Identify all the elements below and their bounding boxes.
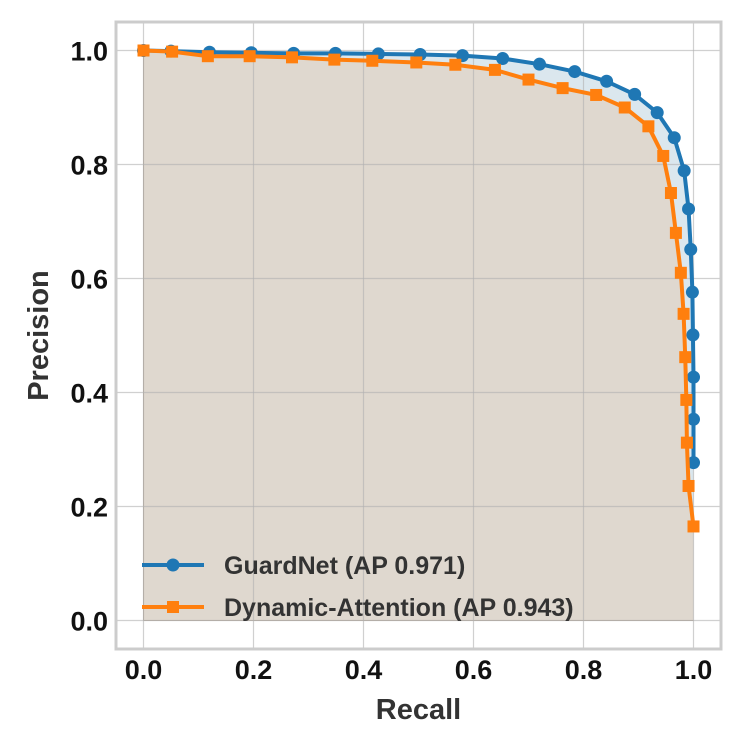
legend-marker-0 <box>166 558 180 572</box>
series-0-point-16 <box>677 164 691 178</box>
series-1-point-24 <box>687 520 700 533</box>
series-0-point-15 <box>667 131 681 145</box>
series-1-point-3 <box>243 50 256 63</box>
legend: GuardNet (AP 0.971) Dynamic-Attention (AP… <box>142 552 574 622</box>
series-0-point-22 <box>687 412 700 426</box>
series-0-point-10 <box>533 57 546 71</box>
series-0-point-11 <box>568 65 582 79</box>
series-1-point-11 <box>556 82 569 95</box>
tick-labels: 0.0 0.2 0.4 0.6 0.8 1.0 0.0 0.2 0.4 0.6 0.8 1.0 <box>70 37 712 686</box>
series-0-point-12 <box>600 74 614 88</box>
series-1-point-14 <box>642 120 655 133</box>
x-axis-title: Recall <box>376 694 461 726</box>
series-1-point-13 <box>618 101 631 114</box>
series-0-point-13 <box>628 87 642 101</box>
series-1-point-6 <box>366 54 379 67</box>
y-tick-label-1: 0.2 <box>70 493 108 523</box>
x-tick-label-4: 0.8 <box>565 655 603 685</box>
series-1-point-7 <box>410 56 423 69</box>
legend-label-1: Dynamic-Attention (AP 0.943) <box>224 594 574 622</box>
series-1-point-4 <box>286 51 298 64</box>
series-1-point-21 <box>680 393 693 406</box>
series-1 <box>137 44 700 533</box>
series-0-point-21 <box>687 370 700 384</box>
x-tick-label-5: 1.0 <box>675 655 713 685</box>
series-0-point-20 <box>686 328 700 342</box>
series-0-point-23 <box>687 456 700 470</box>
series-0-point-9 <box>496 51 510 65</box>
series-0-point-19 <box>685 285 699 299</box>
area-fill-1 <box>143 50 694 621</box>
x-tick-label-3: 0.6 <box>455 655 493 685</box>
series-1-point-10 <box>522 73 535 86</box>
x-tick-label-2: 0.4 <box>345 655 383 685</box>
series-1-point-1 <box>166 45 179 58</box>
y-axis-title: Precision <box>23 270 55 401</box>
x-tick-label-1: 0.2 <box>235 655 273 685</box>
series-1-point-19 <box>677 307 690 320</box>
series-1-point-0 <box>137 44 150 57</box>
series-0-point-18 <box>684 242 698 256</box>
series-1-point-8 <box>449 58 462 71</box>
y-tick-label-3: 0.6 <box>70 265 108 295</box>
series-1-point-23 <box>682 479 695 492</box>
series-1-point-18 <box>674 266 687 279</box>
legend-marker-1 <box>167 601 179 613</box>
series-1-point-20 <box>679 351 692 364</box>
series-1-point-2 <box>201 50 214 63</box>
series-1-point-17 <box>669 226 682 239</box>
series-1-point-9 <box>488 63 501 76</box>
y-tick-label-0: 0.0 <box>70 607 108 637</box>
legend-label-0: GuardNet (AP 0.971) <box>224 552 465 580</box>
series-1-point-15 <box>657 149 670 162</box>
series-1-point-16 <box>664 187 677 199</box>
y-tick-label-4: 0.8 <box>70 151 108 181</box>
area-fills <box>143 50 694 621</box>
series-0-point-14 <box>650 106 664 120</box>
series-1-point-5 <box>328 53 341 66</box>
x-tick-label-0: 0.0 <box>125 655 163 685</box>
series-0-point-17 <box>682 202 696 216</box>
series-1-point-12 <box>590 88 603 101</box>
plot-frame <box>114 20 723 651</box>
series-1-point-22 <box>680 436 693 449</box>
y-tick-label-5: 1.0 <box>70 37 108 67</box>
y-tick-label-2: 0.4 <box>70 379 108 409</box>
